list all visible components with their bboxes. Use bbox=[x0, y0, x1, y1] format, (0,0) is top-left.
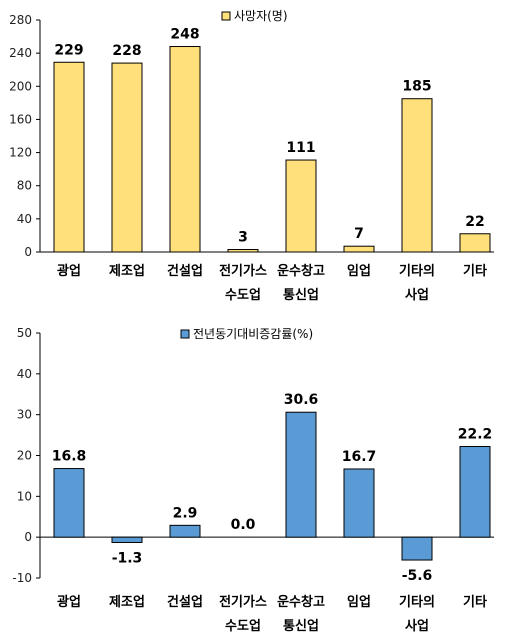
category-label: 통신업 bbox=[283, 619, 319, 634]
category-label: 전기가스 bbox=[219, 263, 267, 279]
y-tick-label: -10 bbox=[12, 571, 32, 585]
data-label: 228 bbox=[112, 43, 141, 59]
bar bbox=[227, 249, 259, 253]
data-label: 7 bbox=[354, 226, 364, 242]
bar bbox=[401, 98, 433, 253]
category-label: 기타 bbox=[463, 263, 487, 279]
category-label: 전기가스 bbox=[219, 594, 267, 610]
bar bbox=[111, 536, 143, 543]
data-label: 185 bbox=[402, 79, 431, 95]
bar bbox=[343, 468, 375, 538]
category-label: 제조업 bbox=[109, 264, 145, 279]
y-tick-label: 240 bbox=[9, 46, 32, 60]
data-label: 30.6 bbox=[284, 392, 319, 408]
category-label: 통신업 bbox=[283, 288, 319, 303]
bar bbox=[459, 233, 491, 253]
legend-label: 전년동기대비증감률(%) bbox=[193, 327, 313, 341]
data-label: 3 bbox=[238, 230, 248, 246]
data-label: 22 bbox=[465, 214, 484, 230]
category-label: 기타 bbox=[463, 594, 487, 610]
data-label: 22.2 bbox=[458, 427, 493, 443]
legend-label: 사망자(명) bbox=[234, 9, 288, 23]
data-label: 248 bbox=[170, 27, 199, 43]
category-label: 운수창고 bbox=[277, 263, 325, 279]
legend-swatch bbox=[221, 11, 231, 21]
bar bbox=[169, 524, 201, 538]
data-label: -1.3 bbox=[112, 550, 143, 566]
y-tick-label: 30 bbox=[17, 408, 32, 422]
category-label: 임업 bbox=[347, 264, 371, 279]
bar bbox=[343, 245, 375, 253]
bar bbox=[285, 159, 317, 253]
bar bbox=[401, 536, 433, 561]
y-tick-label: 50 bbox=[17, 326, 32, 340]
bar bbox=[53, 61, 85, 253]
y-tick-label: 280 bbox=[9, 13, 32, 27]
bar bbox=[285, 411, 317, 538]
data-label: 111 bbox=[286, 140, 315, 156]
chart-deaths: 280 240 200 160 120 80 40 0 229 광업 228 제조업 248 건설업 3 전기… bbox=[9, 9, 494, 303]
data-label: -5.6 bbox=[402, 568, 433, 584]
data-label: 0.0 bbox=[231, 517, 256, 533]
y-tick-label: 80 bbox=[17, 179, 32, 193]
category-label: 기타의 bbox=[399, 263, 435, 279]
data-label: 229 bbox=[54, 42, 83, 58]
y-tick-label: 40 bbox=[17, 212, 32, 226]
category-label: 건설업 bbox=[167, 263, 203, 279]
category-label: 사업 bbox=[405, 618, 429, 634]
category-label: 사업 bbox=[405, 287, 429, 303]
y-tick-label: 0 bbox=[24, 245, 32, 259]
category-label: 제조업 bbox=[109, 595, 145, 610]
category-label: 건설업 bbox=[167, 594, 203, 610]
data-label: 16.8 bbox=[52, 449, 87, 465]
bar bbox=[459, 446, 491, 538]
y-tick-label: 40 bbox=[17, 367, 32, 381]
category-label: 임업 bbox=[347, 595, 371, 610]
y-tick-label: 200 bbox=[9, 79, 32, 93]
y-tick-label: 120 bbox=[9, 146, 32, 160]
y-tick-label: 160 bbox=[9, 112, 32, 126]
bar bbox=[111, 62, 143, 253]
chart-change-rate: 50 40 30 20 10 0 -10 16.8 광업 -1.3 제조업 2.9 건설업 0.0 전기가스… bbox=[12, 326, 494, 634]
legend-swatch bbox=[180, 329, 190, 339]
bar bbox=[53, 468, 85, 538]
category-label: 기타의 bbox=[399, 594, 435, 610]
category-label: 운수창고 bbox=[277, 594, 325, 610]
data-label: 2.9 bbox=[173, 505, 198, 521]
bar bbox=[169, 46, 201, 253]
category-label: 수도업 bbox=[225, 288, 261, 303]
category-label: 광업 bbox=[57, 264, 81, 279]
y-tick-label: 0 bbox=[24, 530, 32, 544]
y-tick-label: 10 bbox=[17, 489, 32, 503]
category-label: 광업 bbox=[57, 595, 81, 610]
category-label: 수도업 bbox=[225, 619, 261, 634]
data-label: 16.7 bbox=[342, 449, 377, 465]
y-tick-label: 20 bbox=[17, 449, 32, 463]
